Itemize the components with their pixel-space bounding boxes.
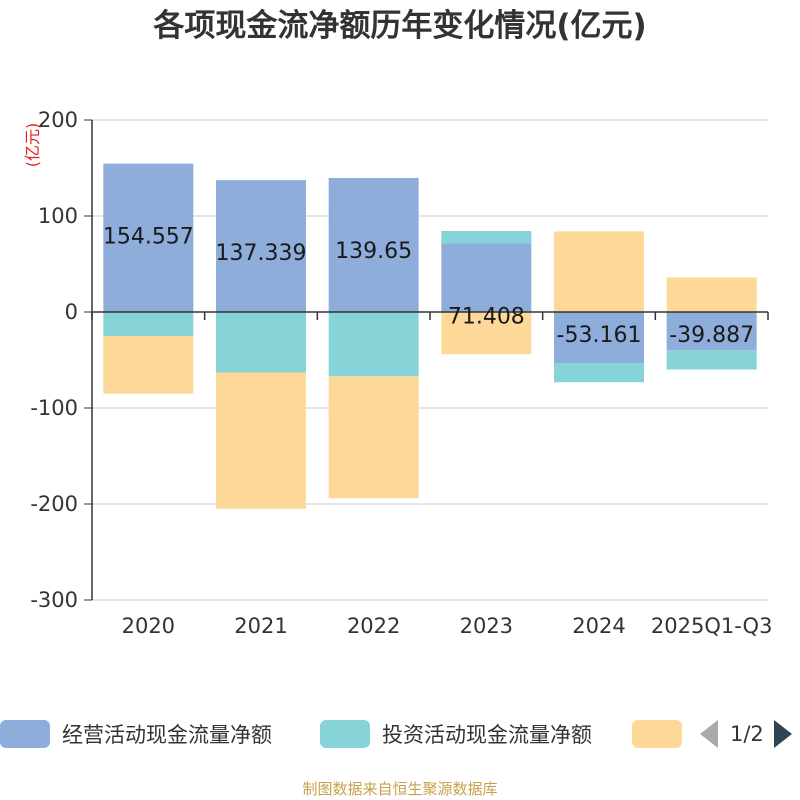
data-label-2021: 137.339 xyxy=(216,241,307,266)
label-layer: 154.557 137.339 139.65 71.408 -53.161 -39.887 xyxy=(103,225,754,348)
legend-swatch-investing xyxy=(320,720,370,748)
legend-swatch-financing xyxy=(632,720,682,748)
bar-series-2-2025Q1-Q3[interactable] xyxy=(666,277,757,312)
data-label-2025Q1-Q3: -39.887 xyxy=(669,323,754,348)
bar-series-1-2021[interactable] xyxy=(216,312,306,373)
bar-series-0-2022[interactable] xyxy=(328,177,419,312)
y-axis-unit-label: (亿元) xyxy=(23,123,42,168)
grid-layer xyxy=(92,119,768,601)
bar-series-1-2024[interactable] xyxy=(554,363,644,383)
y-tick-label: 0 xyxy=(65,300,78,324)
x-tick-label: 2020 xyxy=(122,614,175,638)
y-tick-label: 100 xyxy=(38,204,78,228)
legend: 经营活动现金流量净额 投资活动现金流量净额 xyxy=(0,716,800,752)
chart-title: 各项现金流净额历年变化情况(亿元) xyxy=(153,8,647,44)
bar-series-2-2022[interactable] xyxy=(328,376,419,499)
bar-layer xyxy=(103,163,757,509)
x-tick-label: 2022 xyxy=(347,614,400,638)
source-note: 制图数据来自恒生聚源数据库 xyxy=(302,780,498,798)
bar-series-1-2025Q1-Q3[interactable] xyxy=(666,350,757,370)
legend-item-operating[interactable]: 经营活动现金流量净额 xyxy=(0,716,272,752)
bar-series-1-2020[interactable] xyxy=(103,312,194,336)
legend-item-financing[interactable] xyxy=(632,716,694,752)
bar-series-2-2021[interactable] xyxy=(216,372,306,509)
bar-series-0-2020[interactable] xyxy=(103,163,194,312)
data-label-2023: 71.408 xyxy=(448,304,525,329)
legend-page-indicator: 1/2 xyxy=(730,722,764,746)
y-tick-label: -100 xyxy=(30,396,78,420)
axis-layer: 200 100 0 -100 -200 -300 2020 2021 2022 2023 2024 2… xyxy=(30,108,772,638)
data-label-2020: 154.557 xyxy=(103,225,194,250)
bar-series-0-2025Q1-Q3[interactable] xyxy=(666,312,757,351)
y-tick-label: 200 xyxy=(38,108,78,132)
legend-prev-icon[interactable] xyxy=(700,720,718,748)
x-tick-label: 2024 xyxy=(572,614,625,638)
bar-series-0-2021[interactable] xyxy=(216,180,306,312)
chart-plot: 200 100 0 -100 -200 -300 2020 2021 2022 2023 2024 2… xyxy=(23,108,772,638)
x-tick-label: 2021 xyxy=(234,614,287,638)
x-tick-label: 2025Q1-Q3 xyxy=(651,614,773,638)
y-tick-label: -300 xyxy=(30,588,78,612)
bar-series-1-2023[interactable] xyxy=(441,230,532,244)
bar-series-1-2022[interactable] xyxy=(328,312,419,377)
legend-pager: 1/2 xyxy=(700,716,792,752)
y-tick-label: -200 xyxy=(30,492,78,516)
data-label-2022: 139.65 xyxy=(335,239,412,264)
bar-series-0-2023[interactable] xyxy=(441,243,532,312)
legend-swatch-operating xyxy=(0,720,50,748)
bar-series-2-2020[interactable] xyxy=(103,336,194,394)
legend-label-investing: 投资活动现金流量净额 xyxy=(382,723,592,747)
data-label-2024: -53.161 xyxy=(557,323,642,348)
bar-series-2-2023[interactable] xyxy=(441,312,532,355)
bar-series-0-2024[interactable] xyxy=(554,312,644,364)
x-tick-label: 2023 xyxy=(460,614,513,638)
legend-next-icon[interactable] xyxy=(773,720,792,748)
legend-label-operating: 经营活动现金流量净额 xyxy=(62,723,272,747)
legend-item-investing[interactable]: 投资活动现金流量净额 xyxy=(320,716,592,752)
bar-series-2-2024[interactable] xyxy=(554,231,644,312)
